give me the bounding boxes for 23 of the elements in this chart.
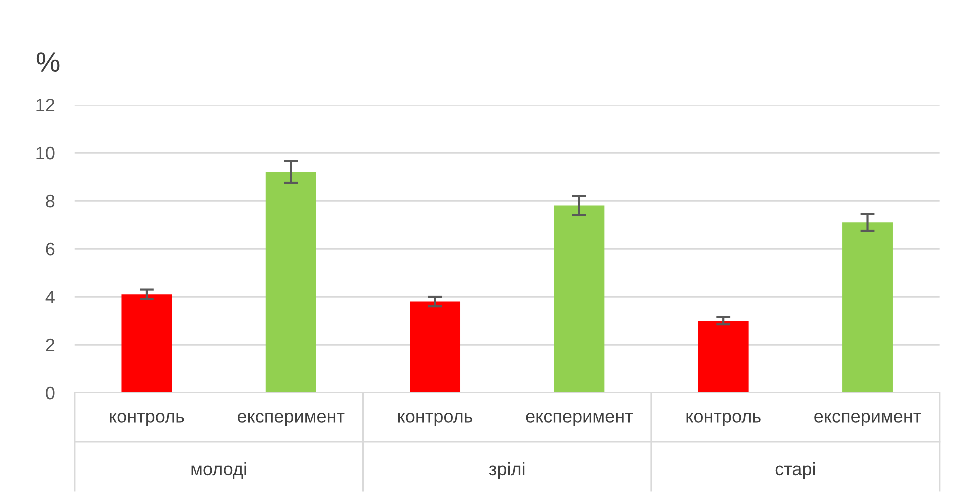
- y-tick-label: 10: [36, 146, 55, 160]
- y-tick-label: 6: [46, 242, 55, 256]
- y-tick-label: 0: [46, 386, 55, 400]
- x-tick-label: контроль: [110, 413, 184, 426]
- x-tick-label: експеримент: [526, 413, 634, 426]
- bar: [266, 172, 316, 393]
- y-tick-label: 8: [46, 194, 55, 208]
- text: молоді: [192, 462, 246, 479]
- y-tick-label: 12: [36, 98, 55, 112]
- text: зрілі: [489, 462, 525, 480]
- y-tick-label: 4: [46, 291, 55, 304]
- x-tick-label: контроль: [398, 413, 473, 426]
- bar: [122, 294, 172, 393]
- y-tick-label: 2: [46, 338, 55, 352]
- bar: [410, 302, 461, 393]
- y-axis-title: %: [36, 52, 60, 72]
- x-tick-label: експеримент: [814, 413, 922, 426]
- text: старі: [776, 462, 816, 480]
- x-tick-label: контроль: [686, 413, 761, 426]
- bar: [554, 206, 605, 393]
- bar: [842, 222, 893, 393]
- x-tick-label: експеримент: [238, 413, 345, 426]
- bar: [698, 320, 749, 393]
